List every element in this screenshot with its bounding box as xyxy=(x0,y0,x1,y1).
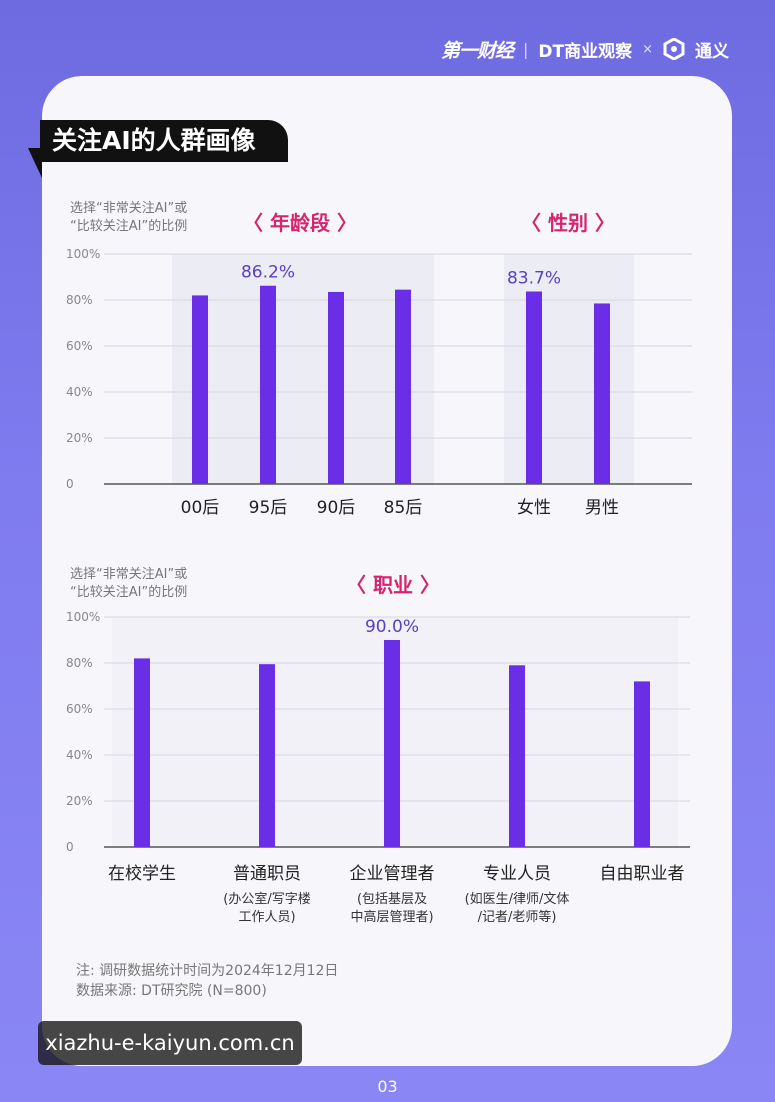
content-card xyxy=(42,76,732,1066)
y-tick-label: 20% xyxy=(66,794,93,808)
y-tick-label: 40% xyxy=(66,385,93,399)
y-tick-label: 60% xyxy=(66,339,93,353)
bar xyxy=(260,285,276,484)
x-tick-label: 专业人员 xyxy=(483,864,551,884)
x-tick-label: 企业管理者 xyxy=(350,864,435,884)
axis-note-line2: “比较关注AI”的比例 xyxy=(70,219,188,234)
x-tick-label: 85后 xyxy=(384,498,423,518)
bar xyxy=(526,291,542,484)
footnote-source: 数据来源: DT研究院 (N=800) xyxy=(76,983,267,999)
group-title: 〈 年龄段 〉 xyxy=(243,211,357,235)
axis-note-line1: 选择“非常关注AI”或 xyxy=(70,201,188,216)
brand-separator: | xyxy=(522,39,529,59)
section-title: 关注AI的人群画像 xyxy=(40,120,288,162)
x-tick-label: 在校学生 xyxy=(108,864,176,884)
watermark: xiazhu-e-kaiyun.com.cn xyxy=(38,1021,302,1065)
x-tick-sublabel: 中高层管理者) xyxy=(350,909,433,925)
page-number: 03 xyxy=(377,1077,398,1096)
brand-times: × xyxy=(642,41,653,57)
x-tick-label: 普通职员 xyxy=(233,864,301,884)
bar xyxy=(594,303,610,484)
y-tick-label: 60% xyxy=(66,702,93,716)
x-tick-sublabel: (办公室/写字楼 xyxy=(223,891,310,907)
x-tick-label: 95后 xyxy=(249,498,288,518)
y-tick-label: 80% xyxy=(66,293,93,307)
y-tick-label: 100% xyxy=(66,610,100,624)
tongyi-logo-icon xyxy=(663,38,685,60)
gender-band xyxy=(504,254,634,484)
x-tick-label: 女性 xyxy=(517,498,551,518)
x-tick-label: 自由职业者 xyxy=(600,864,685,884)
y-tick-label: 40% xyxy=(66,748,93,762)
data-label: 86.2% xyxy=(241,263,295,283)
brand-yicai: 第一财经 xyxy=(440,39,514,62)
bar xyxy=(634,681,650,847)
x-tick-sublabel: /记者/老师等) xyxy=(478,909,557,925)
brand-tongyi: 通义 xyxy=(695,41,729,62)
x-tick-label: 男性 xyxy=(585,498,619,518)
y-tick-label: 80% xyxy=(66,656,93,670)
footnote-date: 注: 调研数据统计时间为2024年12月12日 xyxy=(76,963,339,979)
y-tick-label: 0 xyxy=(66,477,74,491)
axis-note-line1: 选择“非常关注AI”或 xyxy=(70,567,188,582)
bar xyxy=(192,295,208,484)
y-tick-label: 0 xyxy=(66,840,74,854)
y-tick-label: 100% xyxy=(66,247,100,261)
x-tick-sublabel: 工作人员) xyxy=(238,910,295,925)
data-label: 90.0% xyxy=(365,617,419,637)
y-tick-label: 20% xyxy=(66,431,93,445)
group-title: 〈 职业 〉 xyxy=(346,573,440,597)
chart1-axis-note: 选择“非常关注AI”或 “比较关注AI”的比例 xyxy=(70,200,187,236)
x-tick-label: 00后 xyxy=(181,498,220,518)
brand-bar: 第一财经 | DT商业观察 × 通义 xyxy=(441,36,729,62)
axis-note-line2: “比较关注AI”的比例 xyxy=(70,585,188,600)
bar xyxy=(509,665,525,847)
bar xyxy=(134,658,150,847)
bar xyxy=(259,664,275,847)
x-tick-label: 90后 xyxy=(317,498,356,518)
age-band xyxy=(172,254,434,484)
bar xyxy=(328,291,344,484)
bar xyxy=(384,640,400,847)
x-tick-sublabel: (包括基层及 xyxy=(357,892,427,907)
data-label: 83.7% xyxy=(507,268,561,288)
group-title: 〈 性别 〉 xyxy=(521,211,615,235)
brand-dt: DT商业观察 xyxy=(538,41,633,62)
chart2-axis-note: 选择“非常关注AI”或 “比较关注AI”的比例 xyxy=(70,566,187,602)
bar xyxy=(395,289,411,484)
x-tick-sublabel: (如医生/律师/文体 xyxy=(465,891,570,907)
